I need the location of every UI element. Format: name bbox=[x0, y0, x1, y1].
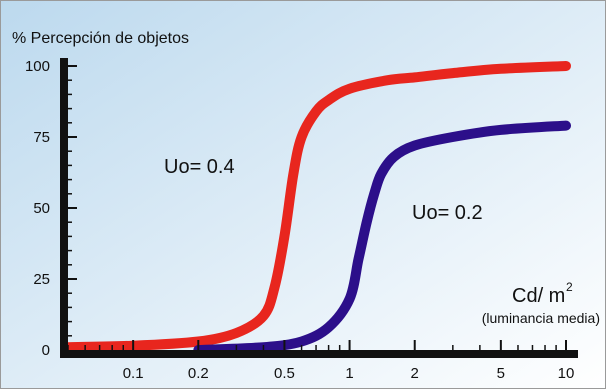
x-axis-unit-exponent: 2 bbox=[566, 280, 573, 294]
x-axis-unit-label: Cd/ m bbox=[512, 285, 565, 307]
series-line-1 bbox=[63, 61, 571, 353]
series-layer bbox=[63, 61, 571, 355]
axes-layer bbox=[60, 58, 578, 358]
series-label-2: Uo= 0.2 bbox=[412, 202, 483, 224]
y-axis-title: % Percepción de objetos bbox=[12, 30, 189, 47]
x-axis-line bbox=[60, 350, 578, 358]
x-axis-title: Cd/ m 2 bbox=[512, 280, 573, 307]
y-tick-label: 25 bbox=[33, 271, 50, 288]
y-axis-line bbox=[60, 58, 68, 358]
x-tick-label: 0.5 bbox=[274, 365, 295, 382]
x-tick-label: 5 bbox=[497, 365, 505, 382]
x-tick-label: 2 bbox=[411, 365, 419, 382]
y-tick-label: 100 bbox=[25, 58, 50, 75]
x-axis-subtitle: (luminancia media) bbox=[482, 310, 600, 326]
x-tick-label: 10 bbox=[558, 365, 575, 382]
x-tick-label: 1 bbox=[345, 365, 353, 382]
y-tick-label: 0 bbox=[42, 342, 50, 359]
series-label-1: Uo= 0.4 bbox=[164, 156, 235, 178]
y-tick-label: 75 bbox=[33, 129, 50, 146]
x-tick-label: 0.1 bbox=[123, 365, 144, 382]
y-tick-label: 50 bbox=[33, 200, 50, 217]
x-tick-label: 0.2 bbox=[188, 365, 209, 382]
series-line-2 bbox=[193, 120, 571, 355]
